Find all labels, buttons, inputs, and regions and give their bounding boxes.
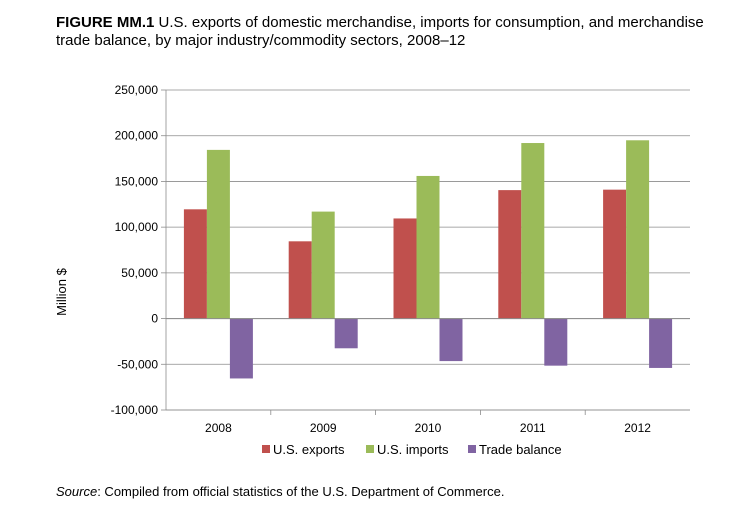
source-text: : Compiled from official statistics of t… (97, 484, 505, 499)
x-tick-label: 2009 (310, 421, 337, 435)
bar-u-s-exports-2008 (183, 209, 207, 319)
bar-trade-balance-2009 (334, 318, 358, 349)
y-axis-ticks: 250,000 200,000 150,000 100,000 50,000 0 -50,0… (111, 83, 159, 417)
bar-u-s-imports-2008 (206, 149, 230, 319)
x-tick-label: 2008 (205, 421, 232, 435)
source-note: Source: Compiled from official statistic… (56, 484, 504, 499)
legend-swatch (468, 445, 476, 453)
y-tick-label: 50,000 (121, 266, 158, 280)
figure-label: FIGURE MM.1 (56, 14, 155, 31)
legend-swatch (262, 445, 270, 453)
legend-label: U.S. exports (273, 442, 345, 457)
bar-trade-balance-2010 (439, 318, 463, 362)
bar-trade-balance-2012 (649, 318, 673, 368)
bar-u-s-imports-2010 (416, 175, 440, 319)
y-axis-label: Million $ (54, 267, 69, 315)
bar-u-s-exports-2012 (603, 189, 627, 319)
y-tick-label: 0 (151, 312, 158, 326)
y-tick-label: -50,000 (117, 357, 158, 371)
bar-u-s-exports-2011 (498, 190, 522, 319)
x-tick-label: 2010 (415, 421, 442, 435)
source-label: Source (56, 484, 98, 499)
legend-label: Trade balance (479, 442, 562, 457)
bar-u-s-imports-2009 (311, 211, 335, 319)
y-tick-label: 200,000 (115, 129, 159, 143)
bar-u-s-imports-2011 (521, 143, 545, 319)
figure-title-text: U.S. exports of domestic merchandise, im… (56, 14, 704, 49)
bar-trade-balance-2008 (229, 318, 253, 379)
legend-label: U.S. imports (377, 442, 449, 457)
bar-u-s-exports-2009 (288, 241, 312, 319)
x-tick-label: 2011 (520, 421, 546, 435)
x-tick-label: 2012 (624, 421, 651, 435)
x-axis-ticks: 2008 2009 2010 2011 2012 (205, 410, 651, 435)
figure-title: FIGURE MM.1 U.S. exports of domestic mer… (56, 14, 736, 50)
bars (183, 140, 673, 379)
axes (165, 90, 690, 411)
bar-trade-balance-2011 (544, 318, 568, 366)
bar-u-s-imports-2012 (626, 140, 650, 319)
legend: U.S. exports U.S. imports Trade balance (262, 442, 562, 457)
y-tick-label: 100,000 (115, 220, 159, 234)
y-tick-label: -100,000 (111, 403, 159, 417)
y-tick-label: 150,000 (115, 174, 159, 188)
y-tick-label: 250,000 (115, 83, 159, 97)
bar-u-s-exports-2010 (393, 218, 417, 319)
legend-swatch (366, 445, 374, 453)
